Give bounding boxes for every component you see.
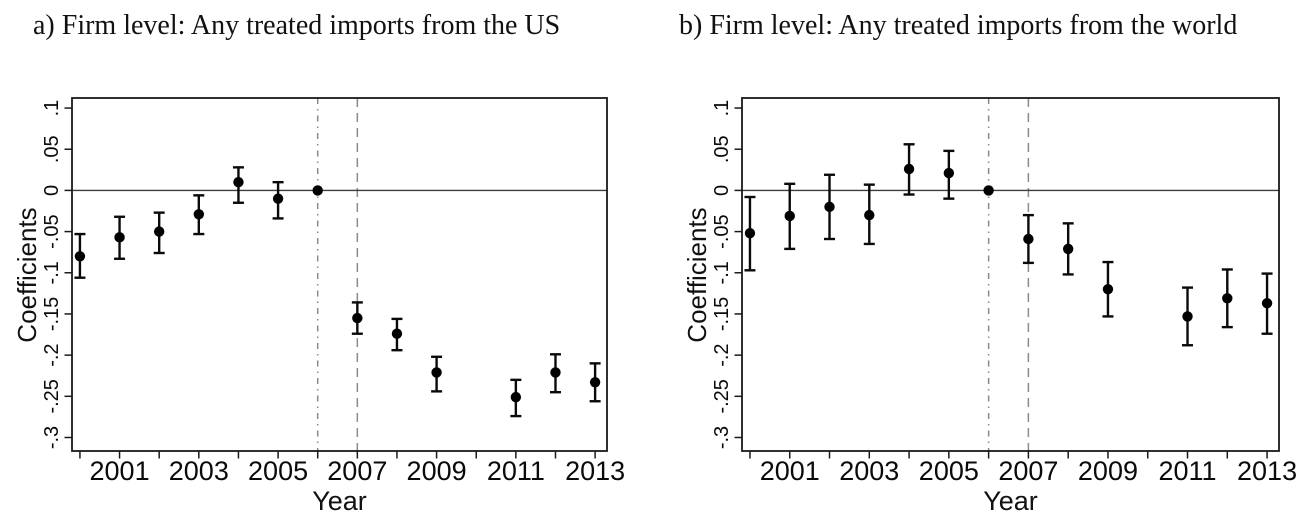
data-point-2013	[1261, 298, 1273, 309]
panel-b: b) Firm level: Any treated imports from …	[654, 0, 1308, 526]
data-point-2003	[193, 209, 205, 220]
data-point-2006	[983, 185, 994, 196]
y-tick-label: -.3	[41, 426, 63, 449]
data-point-2009	[431, 367, 442, 378]
data-point-2005	[943, 167, 955, 179]
x-tick-label: 2005	[248, 456, 308, 486]
plot-frame	[741, 97, 1280, 452]
data-point-2004	[233, 176, 244, 188]
x-tick-label: 2009	[407, 456, 467, 486]
data-point-2012	[550, 367, 561, 378]
x-tick-label: 2007	[327, 456, 387, 486]
data-point-2001	[784, 210, 795, 222]
y-tick-label: -.15	[41, 297, 63, 331]
x-tick-label: 2013	[1237, 456, 1297, 486]
x-tick-label: 2005	[919, 456, 979, 486]
y-tick-label: -.25	[711, 379, 733, 413]
data-point-2007	[352, 312, 363, 324]
data-point-2002	[824, 201, 835, 213]
data-point-2008	[391, 328, 403, 339]
data-point-2000	[74, 251, 86, 262]
panel-b-x-axis-label: Year	[983, 486, 1038, 516]
y-tick-label: 0	[41, 185, 63, 196]
data-point-2001	[114, 232, 125, 243]
x-tick-label: 2007	[998, 456, 1058, 486]
panel-a-title: a) Firm level: Any treated imports from …	[33, 10, 561, 41]
data-point-2006	[312, 185, 323, 196]
panel-b-title: b) Firm level: Any treated imports from …	[679, 10, 1238, 41]
x-tick-label: 2003	[169, 456, 229, 486]
data-point-2008	[1062, 243, 1074, 255]
data-point-2002	[153, 226, 165, 237]
data-point-2009	[1102, 284, 1114, 295]
x-tick-label: 2003	[839, 456, 899, 486]
y-tick-label: -.1	[711, 261, 733, 284]
data-point-2005	[272, 193, 284, 204]
panel-a-y-axis-label: Coefficients	[12, 206, 42, 343]
panel-a: a) Firm level: Any treated imports from …	[12, 10, 625, 516]
panel-b-y-axis-label: Coefficients	[682, 206, 712, 343]
y-tick-label: 0	[711, 185, 733, 196]
y-tick-label: -.2	[711, 343, 733, 366]
y-tick-label: .1	[711, 100, 733, 117]
panel-a-x-axis-label: Year	[312, 486, 367, 516]
panel-b-chart: .1 .05 0 -.05 -.1 -.15 -.2 -.25 -.3 2001 2003 2005 2…	[711, 97, 1297, 486]
y-tick-label: -.05	[711, 214, 733, 248]
data-point-2007	[1023, 233, 1034, 245]
panel-a-chart: .1 .05 0 -.05 -.1 -.15 -.2 -.25 -.3 2001 2003 2005 2…	[41, 97, 625, 486]
data-point-2004	[903, 163, 915, 175]
x-tick-label: 2011	[1158, 456, 1216, 486]
data-point-2011	[1182, 311, 1193, 322]
y-tick-label: -.05	[41, 214, 63, 248]
y-tick-label: -.2	[41, 343, 63, 366]
y-tick-label: .1	[41, 100, 63, 117]
data-point-2013	[589, 377, 601, 388]
data-point-2011	[510, 391, 522, 403]
y-tick-label: -.25	[41, 379, 63, 413]
data-point-2000	[744, 228, 756, 239]
y-tick-label: -.3	[711, 426, 733, 449]
x-tick-label: 2001	[90, 456, 150, 486]
y-tick-label: -.15	[711, 297, 733, 331]
x-tick-label: 2001	[760, 456, 820, 486]
data-point-2003	[864, 209, 875, 221]
y-tick-label: .05	[711, 135, 733, 163]
plot-frame	[71, 97, 608, 452]
data-point-2012	[1222, 293, 1233, 304]
y-tick-label: -.1	[41, 261, 63, 284]
x-tick-label: 2011	[487, 456, 545, 486]
y-tick-label: .05	[41, 135, 63, 163]
x-tick-label: 2009	[1078, 456, 1138, 486]
x-tick-label: 2013	[565, 456, 625, 486]
